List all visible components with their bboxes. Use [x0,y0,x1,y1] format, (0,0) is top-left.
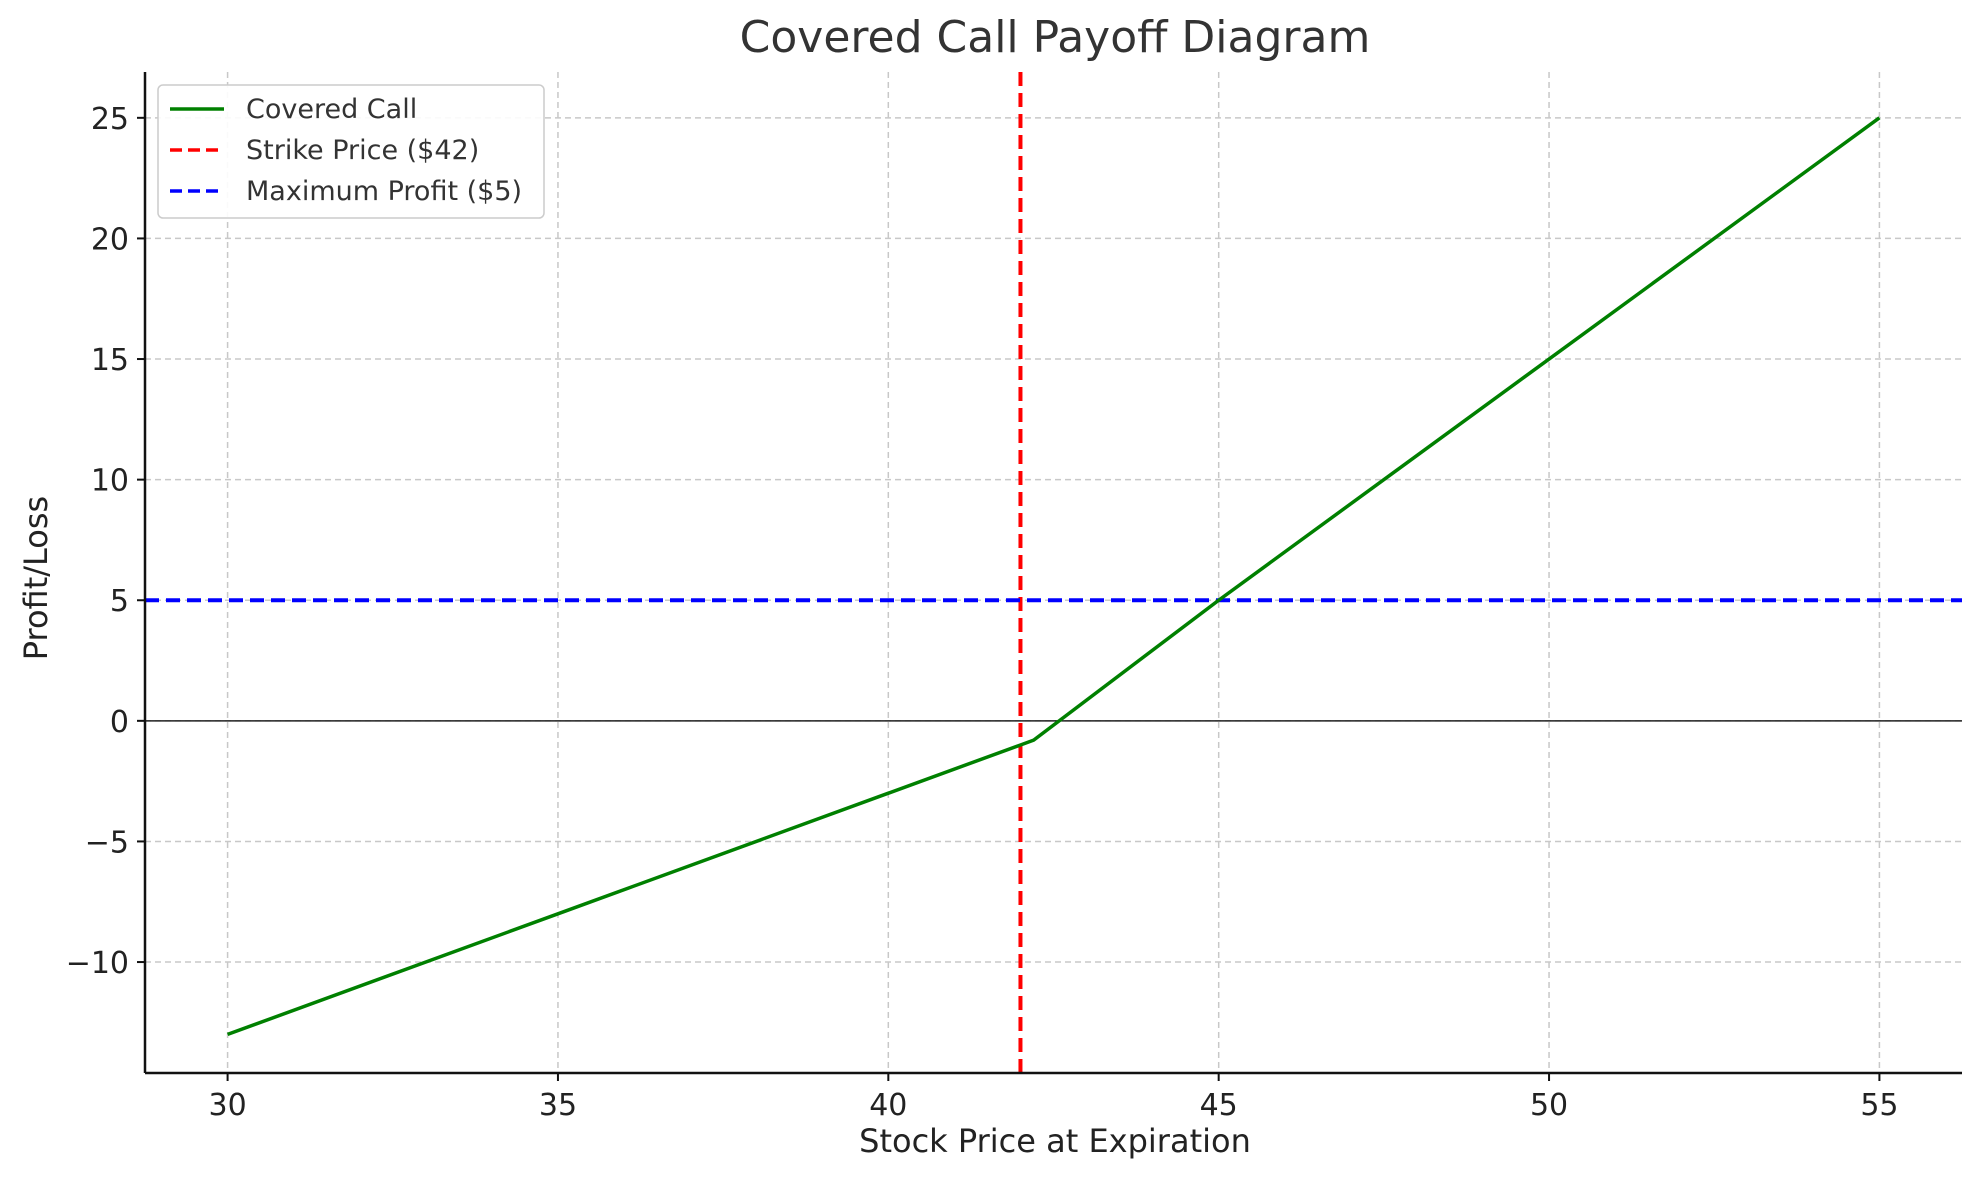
legend-max-profit-label: Maximum Profit ($5) [246,176,522,207]
x-tick-label: 40 [869,1088,907,1123]
x-tick-label: 30 [208,1088,246,1123]
legend-box [157,84,545,219]
legend-strike-price-label: Strike Price ($42) [246,135,479,166]
chart-title: Covered Call Payoff Diagram [740,12,1371,63]
y-tick-label: −5 [85,825,129,860]
y-tick-label: 15 [91,343,129,378]
y-tick-label: 10 [91,464,129,499]
series-layer [226,116,1881,1037]
axes [143,72,1962,1075]
grid [145,72,1962,1073]
y-tick-label: 25 [91,102,129,137]
x-tick-label: 50 [1530,1088,1568,1123]
y-tick-label: 20 [91,222,129,257]
ticks: 30 35 40 45 50 55 −10 −5 0 5 10 15 20 25 [66,102,1899,1123]
y-axis-label: Profit/Loss [17,496,55,660]
reference-lines [145,72,1962,1073]
y-tick-label: 5 [110,584,129,619]
covered-call-line [226,116,1881,1037]
y-tick-label: −10 [66,946,129,981]
y-tick-label: 0 [110,705,129,740]
x-tick-label: 35 [539,1088,577,1123]
legend-covered-call-label: Covered Call [246,94,417,125]
x-axis-label: Stock Price at Expiration [859,1122,1251,1160]
x-tick-label: 45 [1200,1088,1238,1123]
legend: Covered Call Strike Price ($42) Maximum Pr… [157,84,545,219]
x-tick-label: 55 [1860,1088,1898,1123]
